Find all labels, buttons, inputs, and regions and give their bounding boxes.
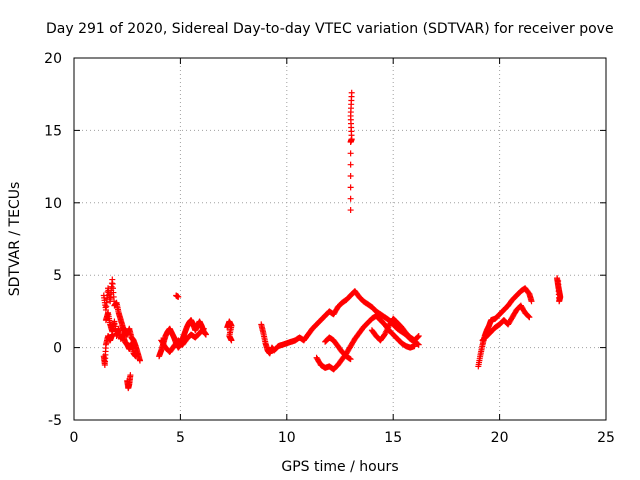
x-tick-label: 25 <box>597 430 615 446</box>
y-tick-label: -5 <box>48 413 62 429</box>
data-point <box>528 298 535 305</box>
data-point <box>228 337 235 344</box>
data-point <box>200 325 207 332</box>
data-point <box>200 326 207 333</box>
plot-frame <box>73 57 607 421</box>
data-point <box>347 184 354 191</box>
data-point <box>415 333 422 340</box>
data-point <box>347 207 354 214</box>
axis-ticks <box>73 57 607 421</box>
data-point <box>526 314 533 321</box>
data-point <box>348 89 355 96</box>
y-tick-label: 5 <box>53 268 62 284</box>
x-tick-label: 10 <box>278 430 296 446</box>
data-point <box>347 356 354 363</box>
grid <box>74 58 606 420</box>
y-tick-label: 15 <box>44 123 62 139</box>
x-tick-label: 5 <box>176 430 185 446</box>
y-tick-label: 0 <box>53 341 62 357</box>
data-point <box>132 353 139 360</box>
x-tick-label: 20 <box>491 430 509 446</box>
data-point <box>109 331 116 338</box>
data-point <box>555 277 562 284</box>
data-point <box>415 333 422 340</box>
data-point <box>136 357 143 364</box>
y-tick-label: 10 <box>44 196 62 212</box>
data-point <box>347 150 354 157</box>
y-tick-label: 20 <box>44 51 62 67</box>
data-point <box>347 161 354 168</box>
y-tick-labels: -5 0 5 10 15 20 <box>44 51 62 429</box>
data-points <box>100 89 564 392</box>
x-axis-label: GPS time / hours <box>281 459 398 475</box>
x-tick-label: 0 <box>70 430 79 446</box>
data-point <box>202 331 209 338</box>
x-tick-label: 15 <box>384 430 402 446</box>
chart-title: Day 291 of 2020, Sidereal Day-to-day VTE… <box>46 21 614 37</box>
data-point <box>411 343 418 350</box>
data-point <box>175 293 182 300</box>
data-point <box>525 313 532 320</box>
data-point <box>127 372 134 379</box>
data-point <box>347 173 354 180</box>
y-axis-label: SDTVAR / TECUs <box>7 182 23 297</box>
data-point <box>347 195 354 202</box>
data-point <box>415 341 422 348</box>
x-tick-labels: 0 5 10 15 20 25 <box>70 430 615 446</box>
